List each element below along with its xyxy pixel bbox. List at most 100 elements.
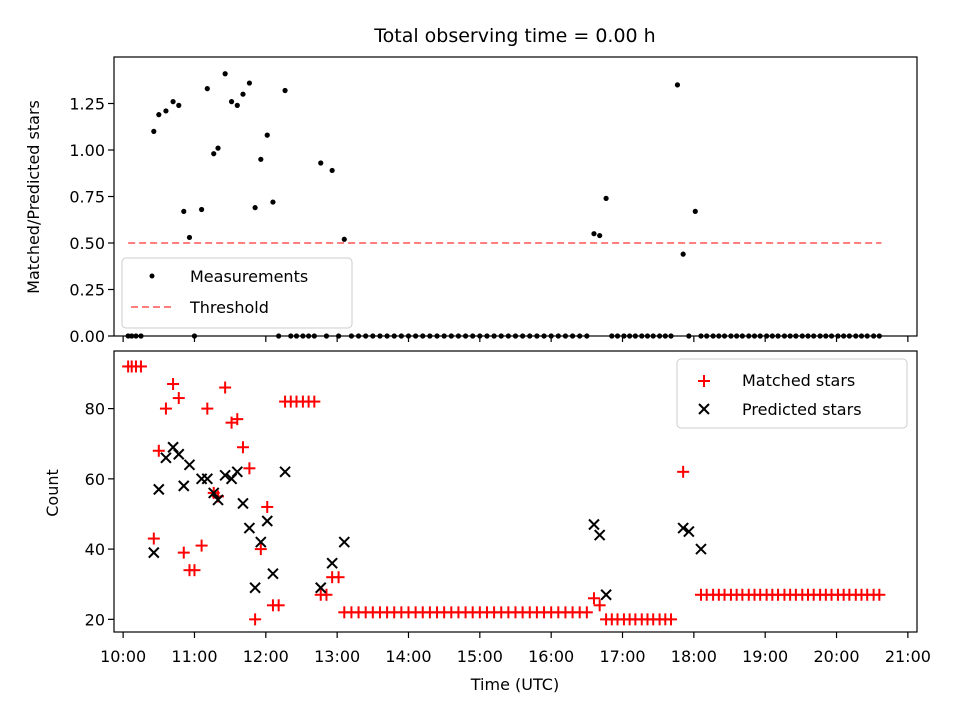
matched-star-point <box>147 532 160 545</box>
legend-measurements-marker <box>149 273 155 279</box>
measurement-point <box>363 333 369 339</box>
legend-predicted-marker <box>698 403 710 415</box>
measurement-point <box>668 333 674 339</box>
predicted-star-point <box>231 466 243 478</box>
top-panel: Total observing time = 0.00 h Matched/Pr… <box>24 25 918 346</box>
top-legend: Measurements Threshold <box>121 257 353 329</box>
measurement-point <box>721 333 728 339</box>
measurement-point <box>512 333 519 339</box>
bottom-plot-frame <box>113 350 918 633</box>
predicted-star-point <box>279 466 291 478</box>
measurement-point <box>609 333 615 339</box>
measurement-point <box>621 333 627 339</box>
measurement-point <box>234 102 240 108</box>
measurement-point <box>133 333 139 339</box>
measurement-point <box>258 156 264 162</box>
legend-matched-marker <box>698 375 710 387</box>
predicted-star-point <box>201 473 214 485</box>
measurement-point <box>293 333 300 339</box>
predicted-star-point <box>593 529 606 541</box>
bottom-y-tick-label: 40 <box>85 540 105 559</box>
predicted-star-point <box>160 452 172 464</box>
measurement-point <box>876 333 882 339</box>
predicted-star-point <box>315 582 327 594</box>
measurement-point <box>252 205 258 211</box>
measurement-point <box>370 333 376 339</box>
measurement-point <box>477 333 483 339</box>
measurement-point <box>282 87 288 94</box>
measurement-point <box>377 333 383 339</box>
measurement-point <box>288 333 294 339</box>
bottom-y-tick-label: 80 <box>85 400 105 419</box>
measurement-point <box>491 333 497 339</box>
measurement-point <box>246 80 253 86</box>
bottom-x-tick-label: 14:00 <box>385 647 431 666</box>
predicted-star-point <box>261 515 273 527</box>
measurement-point <box>548 333 554 339</box>
top-y-ticks: 0.00 0.25 0.50 0.75 1.00 1.25 <box>69 95 114 346</box>
matched-star-point <box>167 378 180 391</box>
measurement-point <box>527 333 533 339</box>
measurement-point <box>498 333 504 339</box>
matched-star-point <box>320 588 333 601</box>
measurement-point <box>591 231 597 237</box>
measurement-point <box>204 86 210 92</box>
matched-star-point <box>219 381 232 394</box>
bottom-x-axis-label: Time (UTC) <box>470 675 559 694</box>
measurement-point <box>311 333 317 339</box>
measurement-point <box>734 333 740 339</box>
top-y-tick-label: 1.00 <box>69 141 105 160</box>
measurement-point <box>398 333 404 339</box>
measurement-point <box>240 91 246 97</box>
measurement-point <box>662 333 668 339</box>
measurement-point <box>562 333 569 339</box>
bottom-x-tick-label: 19:00 <box>742 647 788 666</box>
matched-star-point <box>332 571 345 584</box>
measurement-point <box>769 333 775 339</box>
predicted-star-point <box>212 494 224 506</box>
measurement-point <box>644 333 651 339</box>
measurement-point <box>276 333 282 339</box>
predicted-star-point <box>173 448 185 460</box>
measurement-point <box>858 333 865 339</box>
measurement-point <box>199 206 205 213</box>
measurement-point <box>627 333 633 339</box>
measurement-point <box>584 333 590 339</box>
bottom-panel: Count Time (UTC) 20 40 60 80 10:00 11:00 12:0… <box>43 350 931 694</box>
measurement-point <box>805 333 811 339</box>
measurement-point <box>569 333 576 339</box>
matched-star-point <box>873 588 886 601</box>
measurement-point <box>853 333 859 339</box>
predicted-star-point <box>183 459 196 471</box>
matched-star-point <box>177 546 190 559</box>
matched-star-point <box>243 462 256 475</box>
measurement-point <box>470 333 476 339</box>
measurement-point <box>728 333 734 339</box>
matched-star-point <box>159 402 172 415</box>
measurement-point <box>348 333 355 339</box>
matched-star-point <box>201 402 214 415</box>
top-y-tick-label: 0.50 <box>69 234 105 253</box>
measurement-point <box>441 333 447 339</box>
matched-star-point <box>152 444 165 457</box>
matched-star-point <box>188 564 201 577</box>
measurement-point <box>841 333 847 339</box>
matched-star-point <box>677 465 690 478</box>
measurement-point <box>739 333 745 339</box>
measurement-point <box>686 333 692 339</box>
measurement-point <box>846 333 852 339</box>
legend-matched-label: Matched stars <box>742 371 855 390</box>
predicted-star-point <box>208 487 220 499</box>
measurement-point <box>335 333 342 339</box>
measurement-point <box>674 82 681 88</box>
measurement-point <box>823 333 829 339</box>
measurement-point <box>228 99 235 105</box>
measurement-point <box>405 333 412 339</box>
bottom-y-tick-label: 20 <box>85 610 105 629</box>
bottom-x-tick-label: 15:00 <box>457 647 503 666</box>
top-y-tick-label: 0.00 <box>69 327 105 346</box>
measurement-point <box>222 71 228 77</box>
measurement-point <box>864 333 870 339</box>
measurement-point <box>835 333 841 339</box>
predicted-star-point <box>683 525 695 538</box>
